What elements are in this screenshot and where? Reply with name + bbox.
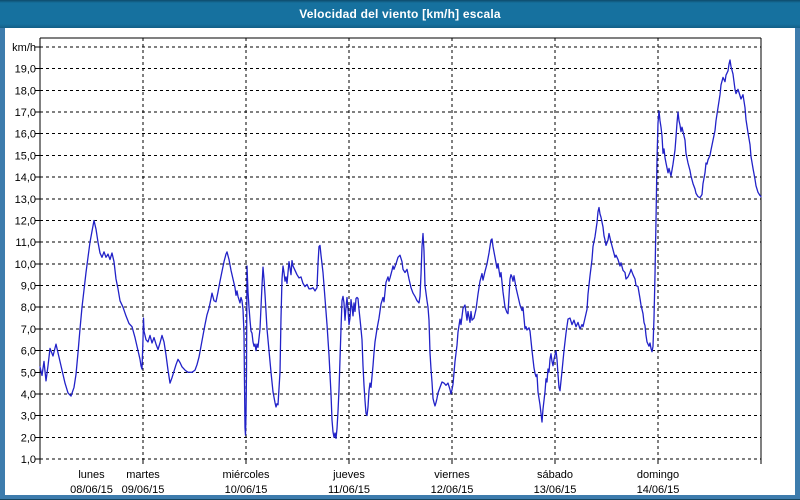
y-tick-label: 8,0 xyxy=(21,302,36,314)
y-tick-label: 2,0 xyxy=(21,432,36,444)
y-tick-label: 3,0 xyxy=(21,411,36,423)
x-day-name: domingo xyxy=(637,469,679,481)
x-day-date: 13/06/15 xyxy=(534,484,577,496)
y-tick-label: 17,0 xyxy=(15,107,36,119)
x-day-name: sábado xyxy=(537,469,573,481)
x-day-date: 10/06/15 xyxy=(225,484,268,496)
y-tick-label: 14,0 xyxy=(15,172,36,184)
wind-speed-chart: 1,0 2,0 3,0 4,0 5,0 6,0 7,0 8,0 9,0 10,0 11,0 12,0 1… xyxy=(12,37,762,496)
window-title-bar: Velocidad del viento [km/h] escala xyxy=(0,0,800,28)
x-day-date: 14/06/15 xyxy=(637,484,680,496)
y-tick-label: 7,0 xyxy=(21,324,36,336)
y-tick-label: 18,0 xyxy=(15,85,36,97)
y-tick-label: 11,0 xyxy=(15,237,36,249)
y-tick-label: 16,0 xyxy=(15,129,36,141)
chart-background xyxy=(5,28,795,495)
x-day-date: 11/06/15 xyxy=(328,484,370,496)
y-tick-label: 15,0 xyxy=(15,150,36,162)
y-tick-label: 6,0 xyxy=(21,346,36,358)
y-tick-label: 19,0 xyxy=(15,64,36,76)
axes xyxy=(35,37,762,464)
y-tick-label: 12,0 xyxy=(15,215,36,227)
y-tick-label: 13,0 xyxy=(15,194,36,206)
window-title: Velocidad del viento [km/h] escala xyxy=(299,7,501,21)
x-day-date: 08/06/15 xyxy=(70,484,113,496)
y-tick-label: 9,0 xyxy=(21,281,36,293)
x-day-name: martes xyxy=(126,469,160,481)
y-tick-label: 4,0 xyxy=(21,389,36,401)
grid-lines xyxy=(40,38,761,460)
axis-labels: 1,0 2,0 3,0 4,0 5,0 6,0 7,0 8,0 9,0 10,0 11,0 12,0 1… xyxy=(12,42,679,496)
y-axis-unit-label: km/h xyxy=(12,42,36,54)
x-day-date: 09/06/15 xyxy=(122,484,165,496)
x-day-name: jueves xyxy=(332,469,365,481)
chart-container: 1,0 2,0 3,0 4,0 5,0 6,0 7,0 8,0 9,0 10,0 11,0 12,0 1… xyxy=(0,28,800,499)
y-tick-label: 10,0 xyxy=(15,259,36,271)
y-tick-label: 1,0 xyxy=(21,454,36,466)
x-day-name: viernes xyxy=(434,469,470,481)
x-day-name: lunes xyxy=(78,469,105,481)
x-day-date: 12/06/15 xyxy=(431,484,474,496)
wind-speed-line xyxy=(39,59,762,440)
y-tick-label: 5,0 xyxy=(21,367,36,379)
x-day-name: miércoles xyxy=(222,469,270,481)
